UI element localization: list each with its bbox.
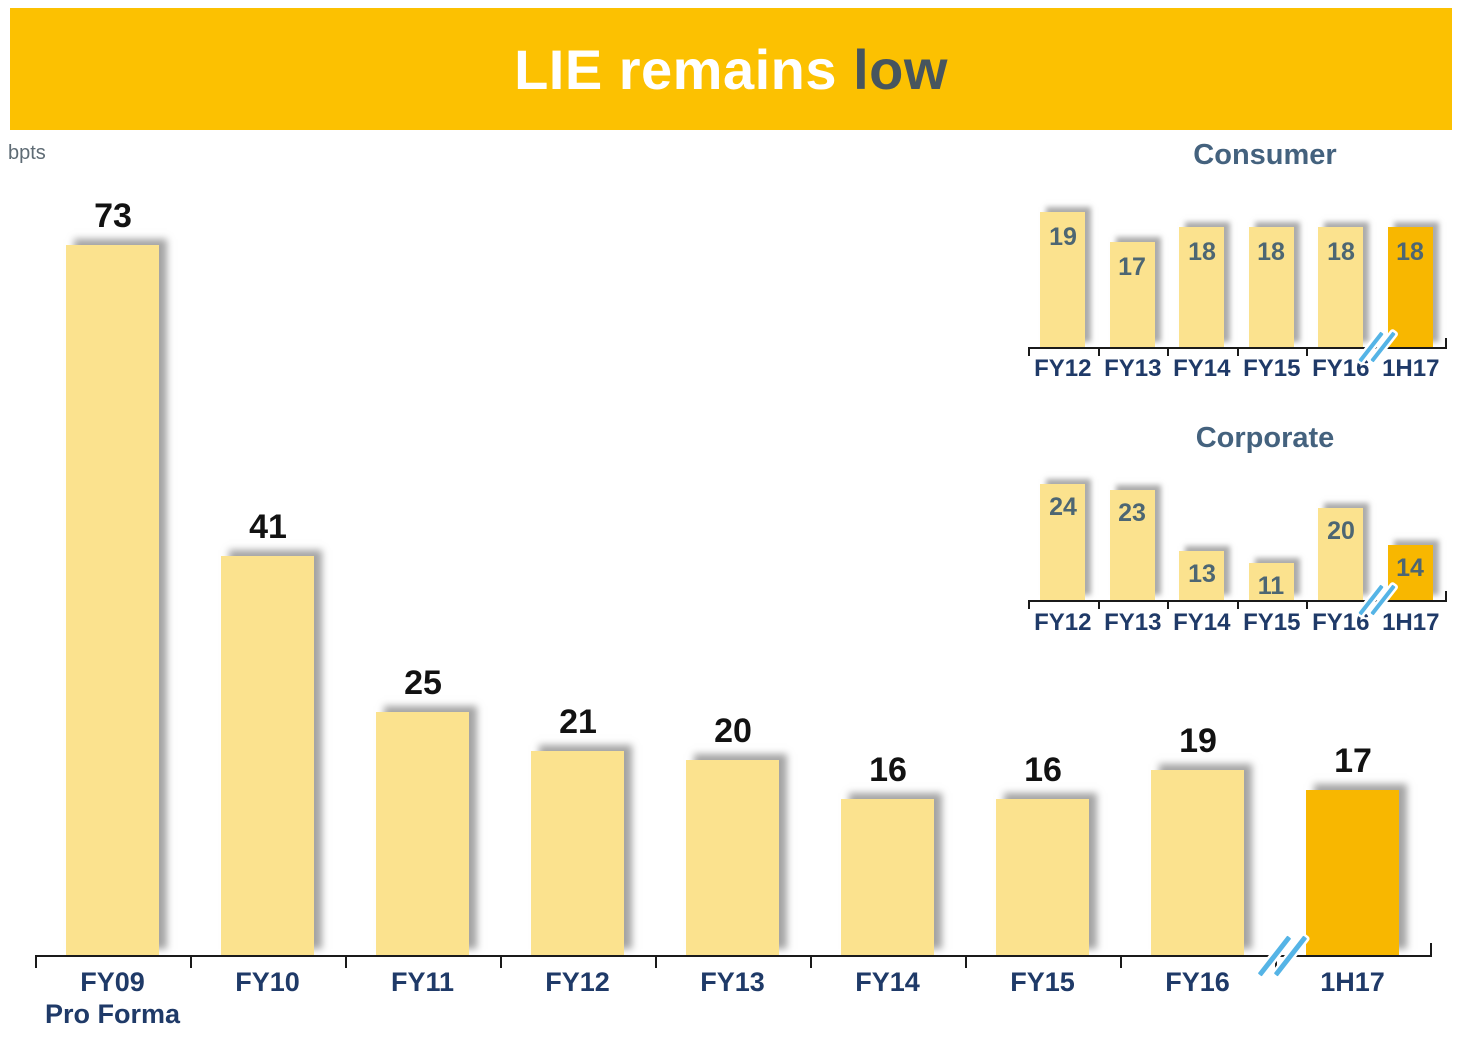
consumer-category-label: FY14	[1173, 355, 1231, 382]
main-lie-bar-fy14	[841, 799, 934, 955]
slide-title: LIE remains low	[514, 37, 948, 102]
main-lie-axis-tick	[500, 955, 502, 968]
main-lie-value-label: 41	[249, 508, 287, 546]
slide-title-banner: LIE remains low	[10, 8, 1452, 130]
main-lie-category-label: 1H17	[1320, 967, 1385, 997]
slide-title-accent-text: low	[853, 37, 948, 101]
corporate-value-label: 13	[1188, 560, 1216, 588]
main-lie-axis-tick	[35, 955, 37, 968]
corporate-category-label: FY13	[1104, 609, 1162, 636]
main-lie-bar-1h17	[1306, 790, 1399, 955]
consumer-bar-fy13	[1110, 242, 1155, 347]
consumer-value-label: 18	[1396, 238, 1424, 266]
corporate-value-label: 24	[1049, 493, 1077, 521]
main-lie-bar-fy12	[531, 751, 624, 955]
main-lie-axis-tick	[345, 955, 347, 968]
corporate-axis-tick	[1028, 600, 1030, 609]
corporate-axis-tick	[1167, 600, 1169, 609]
main-lie-value-label: 73	[94, 197, 132, 235]
corporate-bar-fy14	[1179, 551, 1224, 600]
main-lie-category-label: FY12	[545, 967, 610, 997]
corporate-category-label: FY12	[1034, 609, 1092, 636]
main-lie-category-label: FY16	[1165, 967, 1230, 997]
corporate-category-label: FY15	[1243, 609, 1301, 636]
main-lie-axis-tick	[1120, 955, 1122, 968]
main-lie-axis-tick	[965, 955, 967, 968]
consumer-axis-tick	[1028, 347, 1030, 356]
consumer-bar-fy12	[1040, 212, 1085, 347]
main-lie-category-label: FY13	[700, 967, 765, 997]
main-lie-value-label: 21	[559, 703, 597, 741]
main-lie-category-label: FY15	[1010, 967, 1075, 997]
consumer-axis-tick	[1167, 347, 1169, 356]
main-lie-axis-tick	[1275, 955, 1277, 968]
y-axis-unit-label: bpts	[8, 142, 46, 164]
consumer-value-label: 18	[1257, 238, 1285, 266]
consumer-category-label: FY12	[1034, 355, 1092, 382]
corporate-bar-fy13	[1110, 490, 1155, 600]
corporate-value-label: 14	[1396, 554, 1424, 582]
corporate-bar-1h17	[1388, 545, 1433, 600]
main-lie-bar-fy15	[996, 799, 1089, 955]
main-lie-value-label: 17	[1334, 742, 1372, 780]
consumer-bar-fy16	[1318, 227, 1363, 347]
main-lie-axis-tick	[655, 955, 657, 968]
consumer-bar-fy14	[1179, 227, 1224, 347]
consumer-axis-end-tick	[1445, 338, 1447, 349]
main-lie-value-label: 19	[1179, 722, 1217, 760]
corporate-category-label: FY14	[1173, 609, 1231, 636]
consumer-chart-title: Consumer	[1193, 139, 1337, 171]
corporate-chart-title: Corporate	[1195, 422, 1335, 454]
main-lie-category-label: FY10	[235, 967, 300, 997]
consumer-value-label: 18	[1188, 238, 1216, 266]
main-lie-bar-fy11	[376, 712, 469, 955]
consumer-bar-fy15	[1249, 227, 1294, 347]
main-lie-category-label: FY09 Pro Forma	[44, 967, 181, 1029]
corporate-axis-tick	[1237, 600, 1239, 609]
corporate-axis-tick	[1306, 600, 1308, 609]
corporate-axis-end-tick	[1445, 591, 1447, 602]
corporate-value-label: 23	[1118, 499, 1146, 527]
main-lie-category-label: FY14	[855, 967, 920, 997]
main-lie-bar-fy13	[686, 760, 779, 955]
corporate-value-label: 20	[1327, 517, 1355, 545]
main-lie-bar-fy16	[1151, 770, 1244, 955]
main-lie-axis-tick	[810, 955, 812, 968]
main-lie-value-label: 16	[869, 751, 907, 789]
main-lie-x-axis	[35, 955, 1432, 957]
main-lie-bar-fy09	[66, 245, 159, 955]
corporate-axis-tick	[1098, 600, 1100, 609]
consumer-value-label: 17	[1118, 253, 1146, 281]
corporate-bar-fy12	[1040, 484, 1085, 600]
consumer-value-label: 18	[1327, 238, 1355, 266]
slide-title-main-text: LIE remains	[514, 37, 854, 101]
corporate-bar-fy15	[1249, 563, 1294, 600]
main-lie-axis-tick	[190, 955, 192, 968]
consumer-axis-tick	[1237, 347, 1239, 356]
consumer-value-label: 19	[1049, 223, 1077, 251]
consumer-category-label: FY13	[1104, 355, 1162, 382]
main-lie-axis-end-tick	[1430, 943, 1432, 957]
consumer-category-label: FY15	[1243, 355, 1301, 382]
main-lie-value-label: 16	[1024, 751, 1062, 789]
main-lie-value-label: 20	[714, 712, 752, 750]
main-lie-bar-fy10	[221, 556, 314, 955]
consumer-axis-tick	[1306, 347, 1308, 356]
main-lie-value-label: 25	[404, 664, 442, 702]
corporate-bar-fy16	[1318, 508, 1363, 600]
consumer-bar-1h17	[1388, 227, 1433, 347]
corporate-category-label: 1H17	[1382, 609, 1440, 636]
main-lie-category-label: FY11	[390, 967, 455, 997]
corporate-value-label: 11	[1257, 572, 1285, 600]
consumer-axis-tick	[1098, 347, 1100, 356]
consumer-category-label: 1H17	[1382, 355, 1440, 382]
